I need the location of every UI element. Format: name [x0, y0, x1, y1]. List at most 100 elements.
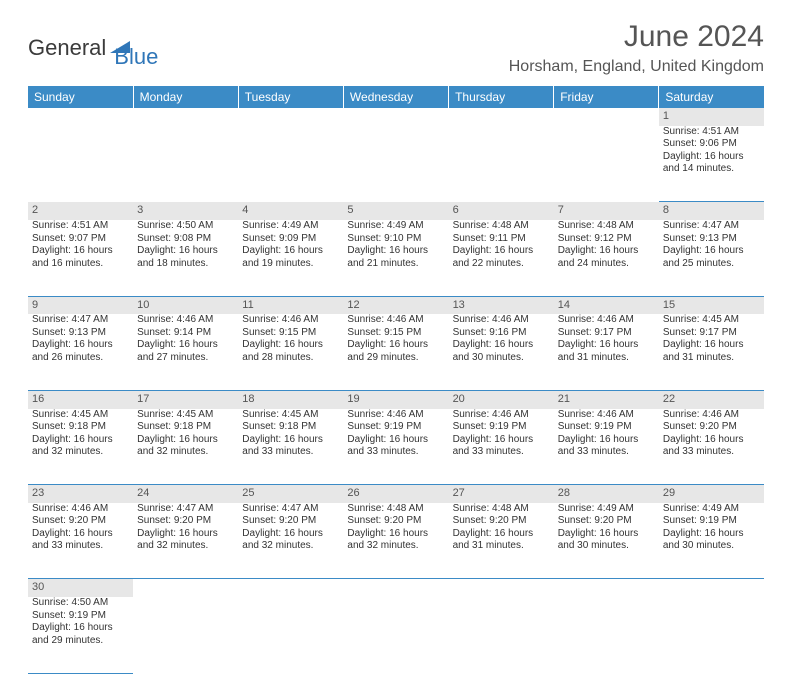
- daylight-text: Daylight: 16 hours and 32 minutes.: [347, 528, 444, 553]
- day-number-cell: 26: [343, 485, 448, 503]
- sunrise-text: Sunrise: 4:51 AM: [663, 126, 760, 139]
- sunset-text: Sunset: 9:09 PM: [242, 233, 339, 246]
- daylight-text: Daylight: 16 hours and 25 minutes.: [663, 245, 760, 270]
- day-content-cell: Sunrise: 4:51 AMSunset: 9:06 PMDaylight:…: [659, 126, 764, 202]
- day-number-cell: 13: [449, 296, 554, 314]
- day-number-cell: 27: [449, 485, 554, 503]
- sunrise-text: Sunrise: 4:46 AM: [32, 503, 129, 516]
- sunset-text: Sunset: 9:19 PM: [453, 421, 550, 434]
- day-content-cell: Sunrise: 4:49 AMSunset: 9:19 PMDaylight:…: [659, 503, 764, 579]
- sunrise-text: Sunrise: 4:46 AM: [347, 314, 444, 327]
- daylight-text: Daylight: 16 hours and 32 minutes.: [32, 434, 129, 459]
- sunset-text: Sunset: 9:18 PM: [32, 421, 129, 434]
- daylight-text: Daylight: 16 hours and 16 minutes.: [32, 245, 129, 270]
- sunrise-text: Sunrise: 4:48 AM: [347, 503, 444, 516]
- daylight-text: Daylight: 16 hours and 32 minutes.: [242, 528, 339, 553]
- sunset-text: Sunset: 9:19 PM: [32, 610, 129, 623]
- sunrise-text: Sunrise: 4:47 AM: [663, 220, 760, 233]
- sunrise-text: Sunrise: 4:45 AM: [32, 409, 129, 422]
- day-number-cell: [238, 108, 343, 126]
- logo: General Blue: [28, 26, 158, 70]
- sunrise-text: Sunrise: 4:47 AM: [32, 314, 129, 327]
- day-content-cell: Sunrise: 4:49 AMSunset: 9:09 PMDaylight:…: [238, 220, 343, 296]
- day-content-cell: [343, 597, 448, 673]
- day-content-cell: Sunrise: 4:49 AMSunset: 9:10 PMDaylight:…: [343, 220, 448, 296]
- day-number-cell: 15: [659, 296, 764, 314]
- daylight-text: Daylight: 16 hours and 33 minutes.: [558, 434, 655, 459]
- day-content-cell: [659, 597, 764, 673]
- day-content-cell: Sunrise: 4:48 AMSunset: 9:20 PMDaylight:…: [343, 503, 448, 579]
- day-number-cell: 28: [554, 485, 659, 503]
- day-content-cell: Sunrise: 4:47 AMSunset: 9:20 PMDaylight:…: [133, 503, 238, 579]
- sunset-text: Sunset: 9:14 PM: [137, 327, 234, 340]
- day-content-cell: [238, 126, 343, 202]
- sunrise-text: Sunrise: 4:48 AM: [558, 220, 655, 233]
- day-number-cell: [133, 579, 238, 597]
- sunrise-text: Sunrise: 4:48 AM: [453, 220, 550, 233]
- sunset-text: Sunset: 9:19 PM: [558, 421, 655, 434]
- title-block: June 2024 Horsham, England, United Kingd…: [509, 20, 764, 76]
- sunrise-text: Sunrise: 4:45 AM: [137, 409, 234, 422]
- sunset-text: Sunset: 9:06 PM: [663, 138, 760, 151]
- sunset-text: Sunset: 9:20 PM: [242, 515, 339, 528]
- day-content-cell: Sunrise: 4:46 AMSunset: 9:19 PMDaylight:…: [449, 409, 554, 485]
- day-content-row: Sunrise: 4:47 AMSunset: 9:13 PMDaylight:…: [28, 314, 764, 390]
- weekday-header: Thursday: [449, 86, 554, 108]
- day-number-cell: [343, 579, 448, 597]
- day-content-cell: Sunrise: 4:46 AMSunset: 9:14 PMDaylight:…: [133, 314, 238, 390]
- daylight-text: Daylight: 16 hours and 29 minutes.: [32, 622, 129, 647]
- day-content-row: Sunrise: 4:45 AMSunset: 9:18 PMDaylight:…: [28, 409, 764, 485]
- day-content-cell: Sunrise: 4:50 AMSunset: 9:08 PMDaylight:…: [133, 220, 238, 296]
- weekday-header: Sunday: [28, 86, 133, 108]
- day-content-cell: Sunrise: 4:47 AMSunset: 9:20 PMDaylight:…: [238, 503, 343, 579]
- daylight-text: Daylight: 16 hours and 31 minutes.: [453, 528, 550, 553]
- sunset-text: Sunset: 9:20 PM: [32, 515, 129, 528]
- day-number-cell: [449, 108, 554, 126]
- day-content-cell: Sunrise: 4:48 AMSunset: 9:12 PMDaylight:…: [554, 220, 659, 296]
- sunset-text: Sunset: 9:15 PM: [347, 327, 444, 340]
- day-number-cell: 20: [449, 390, 554, 408]
- month-title: June 2024: [509, 20, 764, 54]
- day-content-cell: Sunrise: 4:47 AMSunset: 9:13 PMDaylight:…: [28, 314, 133, 390]
- daylight-text: Daylight: 16 hours and 18 minutes.: [137, 245, 234, 270]
- page-header: General Blue June 2024 Horsham, England,…: [28, 20, 764, 76]
- sunrise-text: Sunrise: 4:49 AM: [663, 503, 760, 516]
- day-content-cell: [554, 597, 659, 673]
- day-content-cell: Sunrise: 4:51 AMSunset: 9:07 PMDaylight:…: [28, 220, 133, 296]
- daylight-text: Daylight: 16 hours and 33 minutes.: [32, 528, 129, 553]
- weekday-header: Tuesday: [238, 86, 343, 108]
- day-content-cell: [449, 126, 554, 202]
- day-number-cell: 11: [238, 296, 343, 314]
- sunrise-text: Sunrise: 4:49 AM: [242, 220, 339, 233]
- day-number-cell: [554, 108, 659, 126]
- daylight-text: Daylight: 16 hours and 30 minutes.: [663, 528, 760, 553]
- day-number-row: 30: [28, 579, 764, 597]
- weekday-header-row: Sunday Monday Tuesday Wednesday Thursday…: [28, 86, 764, 108]
- sunset-text: Sunset: 9:16 PM: [453, 327, 550, 340]
- day-number-cell: 2: [28, 202, 133, 220]
- sunrise-text: Sunrise: 4:46 AM: [137, 314, 234, 327]
- day-content-cell: Sunrise: 4:49 AMSunset: 9:20 PMDaylight:…: [554, 503, 659, 579]
- sunrise-text: Sunrise: 4:50 AM: [137, 220, 234, 233]
- day-content-cell: [449, 597, 554, 673]
- day-number-cell: 30: [28, 579, 133, 597]
- weekday-header: Wednesday: [343, 86, 448, 108]
- sunset-text: Sunset: 9:17 PM: [558, 327, 655, 340]
- day-content-cell: Sunrise: 4:46 AMSunset: 9:19 PMDaylight:…: [554, 409, 659, 485]
- day-number-cell: 9: [28, 296, 133, 314]
- sunset-text: Sunset: 9:18 PM: [137, 421, 234, 434]
- sunset-text: Sunset: 9:08 PM: [137, 233, 234, 246]
- day-content-cell: Sunrise: 4:46 AMSunset: 9:20 PMDaylight:…: [28, 503, 133, 579]
- day-number-cell: 23: [28, 485, 133, 503]
- sunset-text: Sunset: 9:13 PM: [663, 233, 760, 246]
- sunset-text: Sunset: 9:20 PM: [347, 515, 444, 528]
- logo-text-dark: General: [28, 35, 106, 61]
- day-number-row: 16171819202122: [28, 390, 764, 408]
- day-number-cell: 7: [554, 202, 659, 220]
- sunset-text: Sunset: 9:10 PM: [347, 233, 444, 246]
- day-number-cell: 25: [238, 485, 343, 503]
- sunset-text: Sunset: 9:19 PM: [347, 421, 444, 434]
- sunrise-text: Sunrise: 4:46 AM: [347, 409, 444, 422]
- sunset-text: Sunset: 9:20 PM: [137, 515, 234, 528]
- daylight-text: Daylight: 16 hours and 32 minutes.: [137, 528, 234, 553]
